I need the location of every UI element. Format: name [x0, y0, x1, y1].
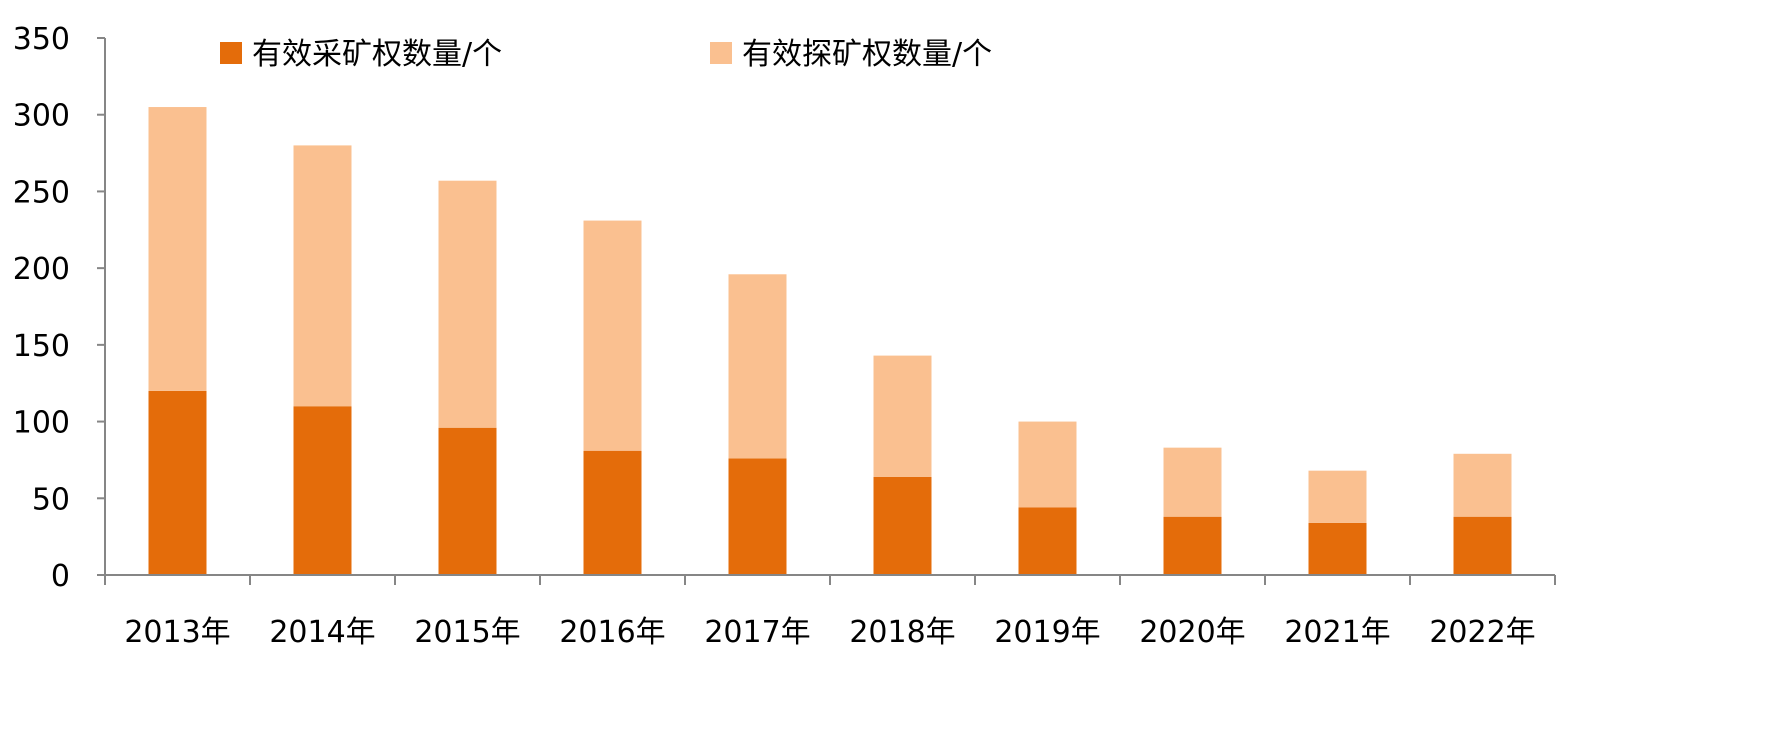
- x-tick-label: 2019年: [994, 615, 1100, 650]
- x-tick-label: 2013年: [124, 615, 230, 650]
- bar-mining-2013年: [148, 390, 207, 575]
- bar-mining-2014年: [293, 406, 352, 575]
- bar-exploration-2013年: [148, 107, 207, 391]
- bar-exploration-2017年: [728, 274, 787, 459]
- bar-exploration-2022年: [1453, 453, 1512, 517]
- bar-mining-2022年: [1453, 516, 1512, 575]
- y-tick-label: 100: [13, 406, 70, 441]
- y-tick-label: 200: [13, 252, 70, 287]
- bar-exploration-2021年: [1308, 470, 1367, 523]
- bar-exploration-2019年: [1018, 421, 1077, 508]
- x-tick-label: 2016年: [559, 615, 665, 650]
- x-tick-label: 2015年: [414, 615, 520, 650]
- bar-mining-2019年: [1018, 507, 1077, 575]
- y-tick-label: 150: [13, 329, 70, 364]
- bar-mining-2021年: [1308, 522, 1367, 575]
- axes: 2013年 2014年 2015年 2016年 2017年 2018年 2019年 2020年…: [13, 22, 1556, 650]
- bar-mining-2020年: [1163, 516, 1222, 575]
- bar-exploration-2015年: [438, 180, 497, 428]
- x-tick-label: 2020年: [1139, 615, 1245, 650]
- bar-exploration-2016年: [583, 220, 642, 451]
- bar-mining-2017年: [728, 458, 787, 575]
- x-tick-label: 2018年: [849, 615, 955, 650]
- legend-swatch-mining: [220, 42, 242, 64]
- bar-exploration-2020年: [1163, 447, 1222, 517]
- x-tick-label: 2022年: [1429, 615, 1535, 650]
- bar-mining-2018年: [873, 476, 932, 575]
- x-tick-label: 2021年: [1284, 615, 1390, 650]
- y-tick-label: 50: [32, 482, 70, 517]
- y-tick-label: 350: [13, 22, 70, 57]
- y-tick-label: 300: [13, 99, 70, 134]
- bar-mining-2015年: [438, 427, 497, 575]
- legend-label-mining: 有效采矿权数量/个: [252, 37, 502, 72]
- y-tick-label: 0: [51, 559, 70, 594]
- x-tick-label: 2014年: [269, 615, 375, 650]
- y-tick-label: 250: [13, 175, 70, 210]
- bars: [148, 107, 1512, 575]
- x-tick-label: 2017年: [704, 615, 810, 650]
- legend-swatch-exploration: [710, 42, 732, 64]
- bar-mining-2016年: [583, 450, 642, 575]
- legend: 有效采矿权数量/个 有效探矿权数量/个: [220, 37, 992, 72]
- bar-exploration-2014年: [293, 145, 352, 407]
- bar-exploration-2018年: [873, 355, 932, 477]
- legend-label-exploration: 有效探矿权数量/个: [742, 37, 992, 72]
